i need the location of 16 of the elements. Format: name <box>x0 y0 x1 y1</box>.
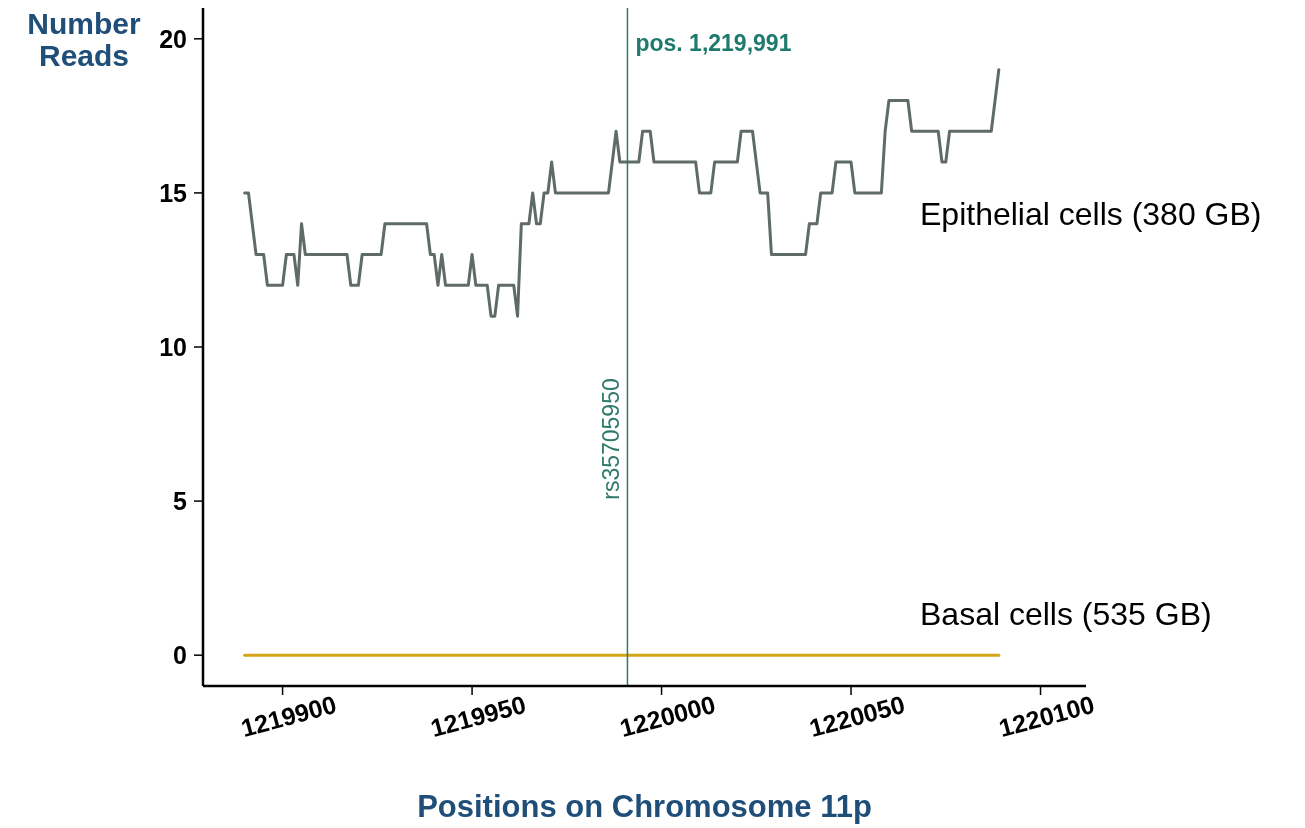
x-tick-label: 1220000 <box>616 689 719 743</box>
y-tick-label: 0 <box>173 641 187 670</box>
x-tick-label: 1219950 <box>427 689 529 743</box>
y-tick-label: 10 <box>159 333 187 361</box>
y-tick-label: 5 <box>173 487 188 516</box>
y-tick-label: 20 <box>159 24 187 53</box>
series-label: Epithelial cells (380 GB) <box>920 196 1262 232</box>
x-tick-label: 1220100 <box>995 689 1098 743</box>
x-axis-title: Positions on Chromosome 11p <box>417 789 872 824</box>
y-tick-label: 15 <box>159 178 188 207</box>
ref-line-label: rs35705950 <box>598 378 625 500</box>
annotation: pos. 1,219,991 <box>635 29 792 56</box>
x-tick-label: 1220050 <box>806 689 908 743</box>
series-label: Basal cells (535 GB) <box>920 596 1212 632</box>
x-tick-label: 1219900 <box>237 689 340 743</box>
y-axis-title: Number Reads <box>27 7 141 72</box>
